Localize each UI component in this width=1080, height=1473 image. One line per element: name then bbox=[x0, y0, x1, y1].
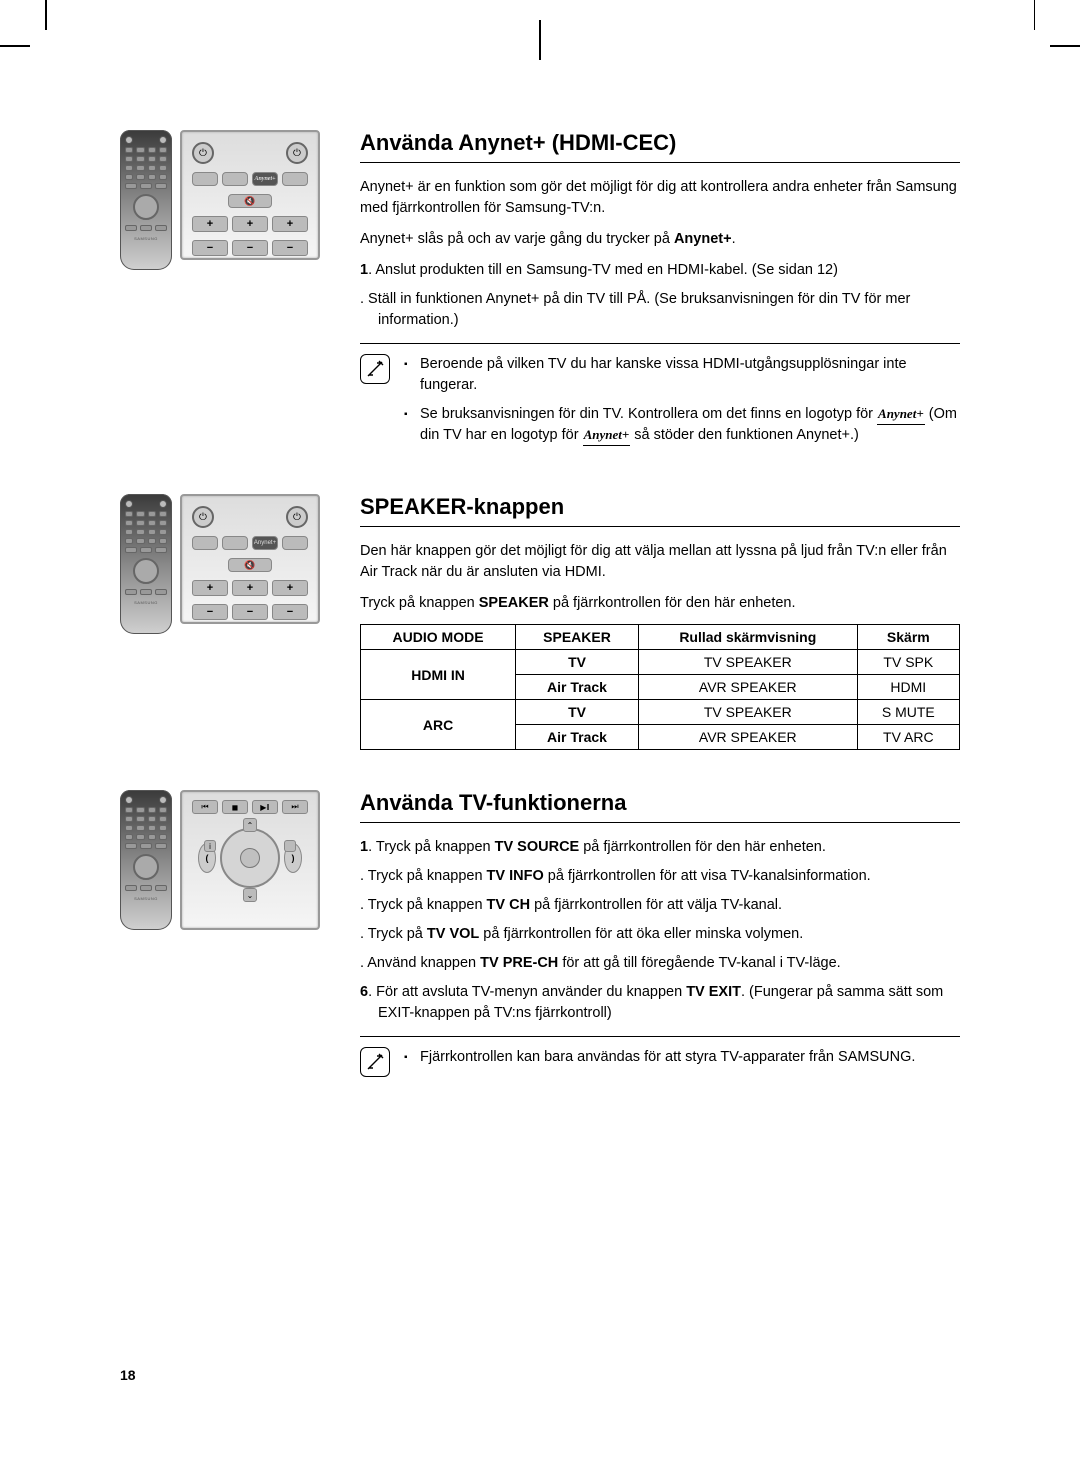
crop-mark bbox=[45, 0, 47, 30]
anynet-intro: Anynet+ är en funktion som gör det möjli… bbox=[360, 177, 960, 219]
table-cell: HDMI IN bbox=[361, 650, 516, 700]
remote-detail-illustration: ⏻ ⏻ Anynet+ 🔇 +++ −−− bbox=[180, 494, 320, 624]
crop-mark bbox=[0, 45, 30, 47]
anynet-logo-inline: Anynet+ bbox=[877, 405, 925, 425]
remote-small-illustration: SAMSUNG bbox=[120, 790, 172, 930]
tvfunc-steps: 1. Tryck på knappen TV SOURCE på fjärrko… bbox=[360, 837, 960, 1024]
table-cell: Air Track bbox=[516, 675, 639, 700]
table-cell: TV bbox=[516, 700, 639, 725]
remote-small-illustration: SAMSUNG bbox=[120, 494, 172, 634]
remote-detail-illustration: ⏻ ⏻ Anynet+ 🔇 +++ −−− bbox=[180, 130, 320, 260]
step-item: 6. För att avsluta TV-menyn använder du … bbox=[360, 982, 960, 1024]
table-cell: S MUTE bbox=[857, 700, 959, 725]
table-cell: AVR SPEAKER bbox=[638, 675, 857, 700]
stop-icon: ◼ bbox=[222, 800, 248, 814]
table-cell: ARC bbox=[361, 700, 516, 750]
crop-mark bbox=[1050, 45, 1080, 47]
step-item: . Tryck på knappen TV INFO på fjärrkontr… bbox=[360, 866, 960, 887]
anynet-button-icon: Anynet+ bbox=[252, 536, 278, 550]
step-item: . Ställ in funktionen Anynet+ på din TV … bbox=[360, 289, 960, 331]
table-cell: TV bbox=[516, 650, 639, 675]
section-speaker: SAMSUNG ⏻ ⏻ Anynet+ 🔇 +++ −−− SPEAKER-kn… bbox=[120, 494, 960, 750]
mute-icon: 🔇 bbox=[228, 194, 272, 208]
illustration-speaker: SAMSUNG ⏻ ⏻ Anynet+ 🔇 +++ −−− bbox=[120, 494, 330, 634]
table-cell: HDMI bbox=[857, 675, 959, 700]
dpad-info-icon: i bbox=[204, 840, 216, 852]
section-anynet: SAMSUNG ⏻ ⏻ Anynet+ 🔇 +++ −−− Använda An… bbox=[120, 130, 960, 454]
table-cell: TV SPEAKER bbox=[638, 700, 857, 725]
remote-small-illustration: SAMSUNG bbox=[120, 130, 172, 270]
table-header: Rullad skärmvisning bbox=[638, 625, 857, 650]
prev-icon: ⏮ bbox=[192, 800, 218, 814]
page-number: 18 bbox=[120, 1367, 136, 1383]
remote-logo: SAMSUNG bbox=[125, 600, 167, 605]
dpad-down-icon: ⌄ bbox=[243, 888, 257, 902]
anynet-logo-inline: Anynet+ bbox=[583, 426, 631, 446]
table-cell: TV ARC bbox=[857, 725, 959, 750]
remote-detail-dpad-illustration: ⏮ ◼ ▶‖ ⏭ ( ) ⌃ ⌄ i bbox=[180, 790, 320, 930]
speaker-intro: Den här knappen gör det möjligt för dig … bbox=[360, 541, 960, 583]
table-header: Skärm bbox=[857, 625, 959, 650]
next-icon: ⏭ bbox=[282, 800, 308, 814]
anynet-button-icon: Anynet+ bbox=[252, 172, 278, 186]
table-cell: TV SPEAKER bbox=[638, 650, 857, 675]
step-item: . Använd knappen TV PRE-CH för att gå ti… bbox=[360, 953, 960, 974]
power-icon: ⏻ bbox=[286, 506, 308, 528]
remote-logo: SAMSUNG bbox=[125, 236, 167, 241]
dpad-right-icon bbox=[284, 840, 296, 852]
power-icon: ⏻ bbox=[192, 142, 214, 164]
heading-anynet: Använda Anynet+ (HDMI-CEC) bbox=[360, 130, 960, 163]
speaker-table: AUDIO MODE SPEAKER Rullad skärmvisning S… bbox=[360, 624, 960, 750]
note-icon bbox=[360, 1047, 390, 1077]
note-icon bbox=[360, 354, 390, 384]
note-item: Se bruksanvisningen för din TV. Kontroll… bbox=[404, 404, 960, 446]
power-icon: ⏻ bbox=[192, 506, 214, 528]
step-item: 1. Tryck på knappen TV SOURCE på fjärrko… bbox=[360, 837, 960, 858]
section-tvfunc: SAMSUNG ⏮ ◼ ▶‖ ⏭ ( ) ⌃ ⌄ i Använda TV-fu… bbox=[120, 790, 960, 1077]
table-cell: Air Track bbox=[516, 725, 639, 750]
speaker-instruction: Tryck på knappen SPEAKER på fjärrkontrol… bbox=[360, 593, 960, 614]
step-item: 1. Anslut produkten till en Samsung-TV m… bbox=[360, 260, 960, 281]
divider bbox=[360, 1036, 960, 1037]
step-item: . Tryck på knappen TV CH på fjärrkontrol… bbox=[360, 895, 960, 916]
mute-icon: 🔇 bbox=[228, 558, 272, 572]
heading-speaker: SPEAKER-knappen bbox=[360, 494, 960, 527]
crop-mark bbox=[1034, 0, 1036, 30]
illustration-anynet: SAMSUNG ⏻ ⏻ Anynet+ 🔇 +++ −−− bbox=[120, 130, 330, 270]
table-cell: TV SPK bbox=[857, 650, 959, 675]
note-block: Beroende på vilken TV du har kanske viss… bbox=[360, 354, 960, 454]
note-block: Fjärrkontrollen kan bara användas för at… bbox=[360, 1047, 960, 1077]
remote-logo: SAMSUNG bbox=[125, 896, 167, 901]
play-pause-icon: ▶‖ bbox=[252, 800, 278, 814]
table-cell: AVR SPEAKER bbox=[638, 725, 857, 750]
divider bbox=[360, 343, 960, 344]
anynet-steps: 1. Anslut produkten till en Samsung-TV m… bbox=[360, 260, 960, 331]
power-icon: ⏻ bbox=[286, 142, 308, 164]
note-item: Beroende på vilken TV du har kanske viss… bbox=[404, 354, 960, 396]
anynet-intro2: Anynet+ slås på och av varje gång du try… bbox=[360, 229, 960, 250]
note-item: Fjärrkontrollen kan bara användas för at… bbox=[404, 1047, 960, 1068]
illustration-tvfunc: SAMSUNG ⏮ ◼ ▶‖ ⏭ ( ) ⌃ ⌄ i bbox=[120, 790, 330, 930]
step-item: . Tryck på TV VOL på fjärrkontrollen för… bbox=[360, 924, 960, 945]
table-header: SPEAKER bbox=[516, 625, 639, 650]
dpad-up-icon: ⌃ bbox=[243, 818, 257, 832]
table-header: AUDIO MODE bbox=[361, 625, 516, 650]
heading-tvfunc: Använda TV-funktionerna bbox=[360, 790, 960, 823]
crop-mark-center bbox=[539, 20, 541, 60]
